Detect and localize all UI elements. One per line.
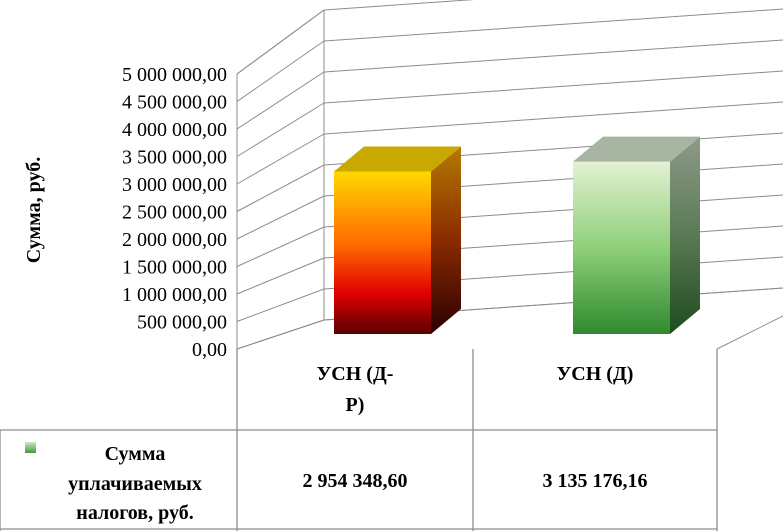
bar-front (573, 161, 670, 334)
gridline-side (236, 40, 325, 102)
bars (334, 136, 700, 334)
chart-walls (236, 9, 783, 350)
category-label: УСН (Д- (317, 363, 394, 385)
y-tick-label: 2 500 000,00 (122, 202, 227, 224)
bar-2 (573, 136, 700, 334)
bar-1 (334, 146, 461, 334)
y-tick-label: 3 000 000,00 (122, 174, 227, 196)
gridline-back (323, 8, 783, 42)
bar-top (573, 136, 700, 162)
gridline-side (236, 164, 325, 212)
gridline-side (236, 257, 325, 295)
data-table: УСН (Д- Р) УСН (Д) Сумма уплачиваемых налогов… (0, 349, 718, 531)
y-tick-label: 3 500 000,00 (122, 147, 227, 169)
gridline-side (236, 226, 325, 267)
y-tick-label: 500 000,00 (137, 312, 227, 334)
gridline-side (236, 319, 325, 350)
gridlines (236, 0, 783, 350)
gridline-side (236, 71, 325, 130)
data-value: 3 135 176,16 (543, 470, 648, 492)
category-label: Р) (346, 394, 365, 416)
gridline-side (236, 102, 325, 157)
series-name: Сумма (105, 443, 166, 465)
category-label: УСН (Д) (557, 363, 634, 385)
y-tick-label: 4 500 000,00 (122, 92, 227, 114)
y-tick-label: 1 000 000,00 (122, 284, 227, 306)
gridline-side (236, 288, 325, 322)
gridline-back (323, 70, 783, 104)
data-value: 2 954 348,60 (303, 470, 408, 492)
bar-side (670, 136, 700, 334)
bar-front (334, 171, 431, 334)
floor-edge (716, 315, 783, 350)
gridline-back (323, 39, 783, 73)
y-tick-label: 0,00 (192, 339, 227, 361)
gridline-side (236, 195, 325, 240)
series-name: уплачиваемых (68, 473, 202, 495)
y-tick-label: 4 000 000,00 (122, 119, 227, 141)
y-axis-title: Сумма, руб. (23, 157, 45, 263)
y-tick-label: 1 500 000,00 (122, 257, 227, 279)
bar-top (334, 146, 461, 172)
gridline-side (236, 9, 325, 75)
legend-marker (25, 442, 36, 453)
y-tick-label: 2 000 000,00 (122, 229, 227, 251)
gridline-back (323, 0, 475, 11)
gridline-back (323, 101, 783, 135)
y-tick-label: 5 000 000,00 (122, 64, 227, 86)
bar-side (431, 146, 461, 334)
gridline-side (236, 133, 325, 185)
series-name: налогов, руб. (76, 502, 193, 524)
y-axis-ticks: 0,00 500 000,00 1 000 000,00 1 500 000,00 2 … (122, 64, 227, 361)
